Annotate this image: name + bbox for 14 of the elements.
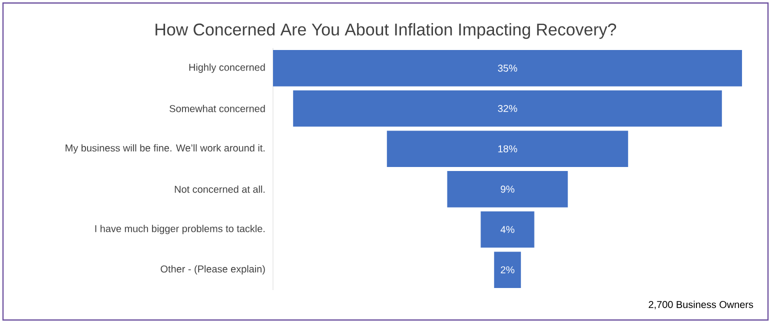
category-label: Not concerned at all. [174,186,265,193]
category-label: Somewhat concerned [170,104,265,112]
text: 2,700 Business Owners [648,300,754,310]
category-label: Highly concerned [189,64,265,73]
data-label: 35% [498,64,518,72]
data-label: 9% [500,186,514,193]
category-label: My business will be fine. We’ll work around it. [66,144,265,154]
data-label: 18% [498,145,518,152]
data-label: 2% [500,266,514,274]
data-label: 4% [500,226,514,233]
category-label: I have much bigger problems to tackle. [95,224,265,234]
text: How Concerned Are You About Inflation Impacting Recovery? [156,23,616,39]
data-label: 32% [498,104,518,112]
category-label: Other - (Please explain) [160,265,265,274]
